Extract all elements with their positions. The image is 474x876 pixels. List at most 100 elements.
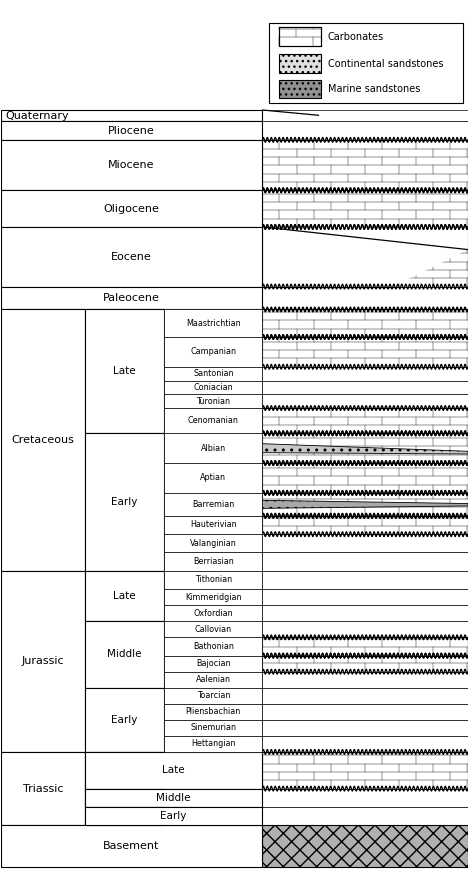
Bar [263, 337, 468, 367]
Bar [263, 110, 468, 122]
Bar [279, 27, 321, 46]
Bar [164, 463, 263, 493]
Bar [164, 672, 263, 688]
Text: Middle: Middle [107, 649, 142, 660]
Text: Carbonates: Carbonates [328, 32, 384, 41]
Bar [263, 655, 468, 672]
Text: Berriasian: Berriasian [193, 557, 234, 566]
Text: Bajocian: Bajocian [196, 659, 230, 668]
Bar [164, 605, 263, 621]
Text: Coniacian: Coniacian [193, 383, 233, 392]
Bar [263, 720, 468, 736]
Bar [263, 367, 468, 380]
Bar [164, 736, 263, 752]
Text: Maastrichtian: Maastrichtian [186, 319, 241, 328]
Bar [263, 688, 468, 703]
Text: Tithonian: Tithonian [195, 576, 232, 584]
Bar [164, 434, 263, 463]
Bar [164, 380, 263, 394]
Text: Sinemurian: Sinemurian [191, 724, 237, 732]
Bar [164, 516, 263, 534]
Bar [85, 621, 164, 688]
Text: Cretaceous: Cretaceous [11, 435, 74, 445]
Bar [164, 703, 263, 720]
Bar [85, 807, 263, 825]
Bar [279, 54, 321, 73]
Bar [85, 788, 164, 807]
Text: Kimmeridgian: Kimmeridgian [185, 593, 242, 602]
Text: Aalenian: Aalenian [196, 675, 231, 684]
Text: Quaternary: Quaternary [5, 110, 69, 121]
Bar [263, 807, 468, 825]
Text: Triassic: Triassic [22, 784, 63, 794]
Bar [263, 605, 468, 621]
Bar [263, 672, 468, 688]
Bar [279, 80, 321, 98]
Bar [164, 408, 263, 434]
Bar [263, 286, 468, 309]
Bar [164, 621, 263, 638]
Text: Cenomanian: Cenomanian [188, 416, 239, 425]
Text: Barremian: Barremian [192, 500, 235, 509]
Text: Miocene: Miocene [108, 160, 155, 170]
Text: Middle: Middle [156, 793, 191, 802]
Bar [0, 286, 263, 309]
Bar [263, 434, 468, 463]
Text: Early: Early [111, 497, 138, 507]
Text: Late: Late [113, 366, 136, 377]
Bar [263, 516, 468, 534]
Bar [85, 571, 164, 621]
Bar [164, 571, 263, 590]
Bar [85, 434, 164, 571]
Text: Aptian: Aptian [201, 473, 226, 483]
Bar [263, 493, 468, 516]
Bar [263, 309, 468, 337]
Bar [263, 638, 468, 655]
Bar [263, 752, 468, 788]
Bar [164, 638, 263, 655]
Text: Continental sandstones: Continental sandstones [328, 59, 443, 68]
Bar [164, 655, 263, 672]
Text: Oxfordian: Oxfordian [193, 609, 233, 618]
Bar [279, 27, 321, 46]
Text: Oligocene: Oligocene [104, 203, 159, 214]
Bar [85, 788, 263, 807]
Text: Pliensbachian: Pliensbachian [186, 707, 241, 717]
Bar [164, 534, 263, 553]
Text: Callovian: Callovian [195, 625, 232, 633]
Bar [269, 23, 464, 103]
Bar [0, 140, 263, 190]
Bar [263, 122, 468, 140]
Text: Marine sandstones: Marine sandstones [328, 84, 420, 94]
Bar [85, 807, 164, 825]
Bar [0, 752, 85, 825]
Polygon shape [263, 444, 468, 454]
Bar [164, 337, 263, 367]
Text: Late: Late [113, 591, 136, 601]
Bar [85, 752, 164, 788]
Text: Early: Early [111, 715, 138, 724]
Text: Basement: Basement [103, 841, 160, 851]
Bar [0, 190, 263, 227]
Bar [0, 110, 263, 122]
Bar [263, 190, 468, 227]
Bar [164, 367, 263, 380]
Bar [0, 825, 263, 866]
Text: Early: Early [160, 811, 187, 821]
Bar [164, 720, 263, 736]
Text: Santonian: Santonian [193, 369, 234, 378]
Bar [164, 553, 263, 571]
Bar [0, 122, 263, 140]
Bar [263, 394, 468, 408]
Bar [263, 553, 468, 571]
Polygon shape [263, 500, 468, 508]
Bar [85, 752, 263, 788]
Bar [263, 227, 468, 286]
Text: Pliocene: Pliocene [108, 125, 155, 136]
Text: Hettangian: Hettangian [191, 739, 236, 748]
Text: Hauterivian: Hauterivian [190, 520, 237, 529]
Text: Toarcian: Toarcian [197, 691, 230, 700]
Text: Late: Late [162, 766, 185, 775]
Text: Turonian: Turonian [196, 397, 230, 406]
Text: Eocene: Eocene [111, 251, 152, 262]
